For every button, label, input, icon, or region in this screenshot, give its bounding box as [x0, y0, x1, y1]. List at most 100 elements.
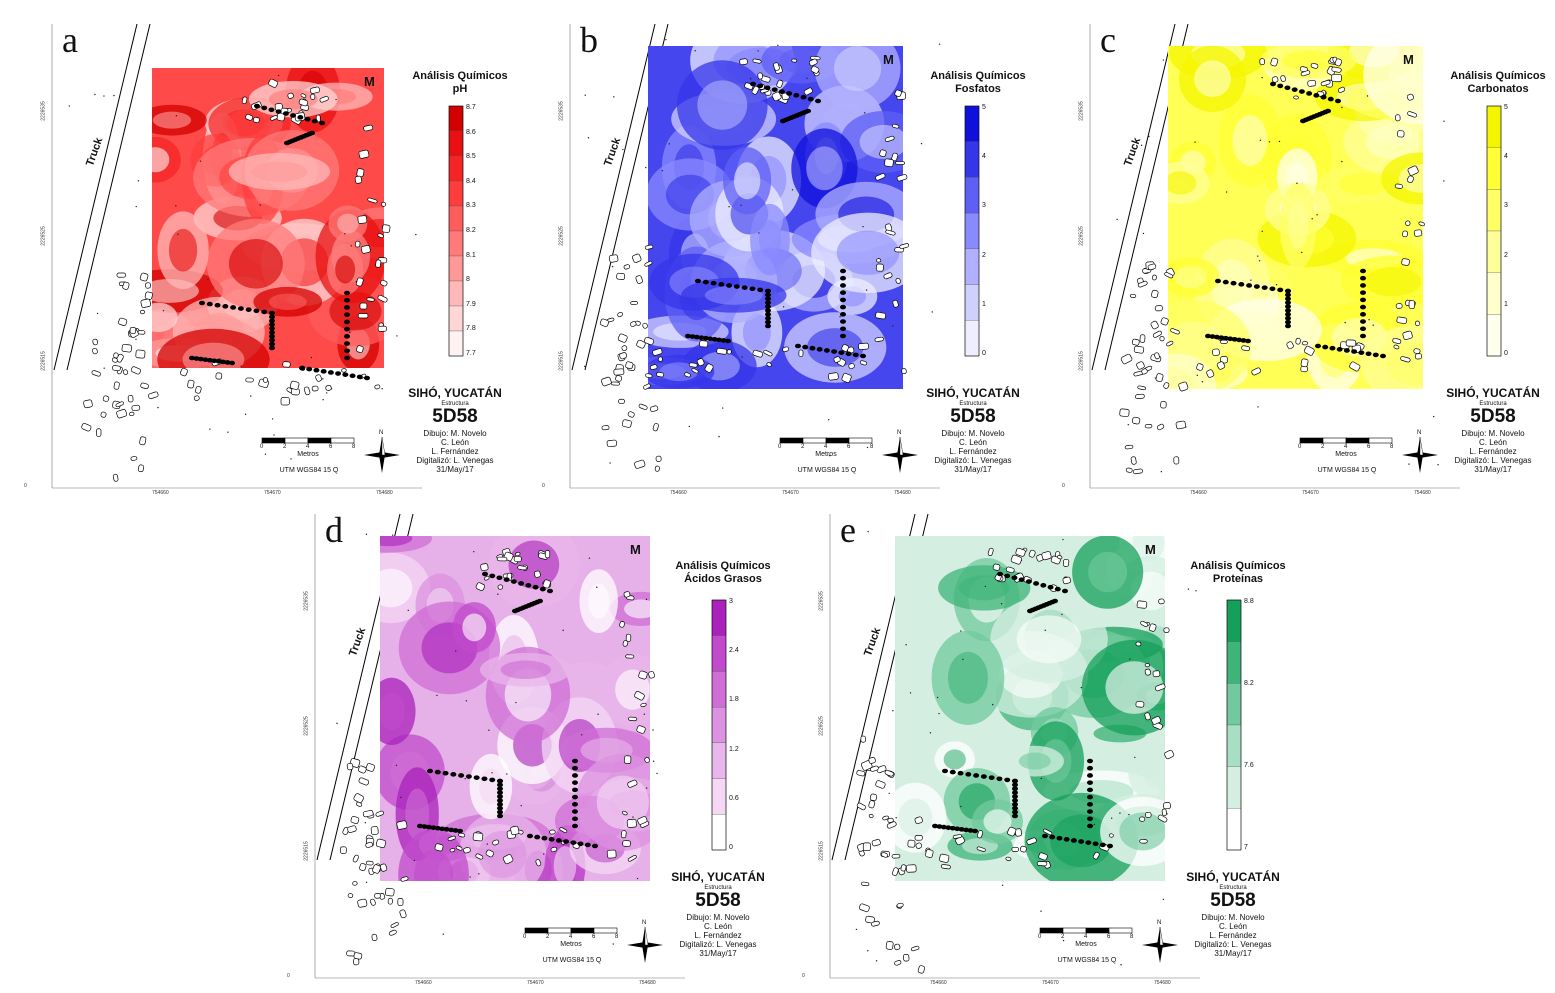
y-axis-tick: 2226525	[1078, 226, 1085, 246]
legend-label: 7.7	[466, 350, 476, 357]
x-axis-tick: 754660	[670, 490, 687, 496]
credit-line: Dibujo: M. Novelo	[423, 429, 487, 438]
utm-label: UTM WGS84 15 Q	[1317, 467, 1377, 474]
y-axis-tick: 2226525	[303, 716, 310, 736]
y-axis-tick: 2226515	[558, 351, 565, 371]
chart-title: Análisis Químicos	[1190, 560, 1286, 572]
chart-title: Análisis Químicos	[1450, 70, 1546, 82]
structure-code: 5D58	[1210, 890, 1256, 911]
legend-label: 8.5	[466, 153, 476, 161]
credit-line: C. León	[1218, 922, 1248, 931]
interpolated-surface	[895, 536, 1165, 881]
marker-m: M	[1145, 542, 1156, 557]
site-name: SIHÓ, YUCATÁN	[671, 870, 765, 884]
credit-line: Dibujo: M. Novelo	[1461, 429, 1525, 438]
scale-tick-label: 6	[1107, 934, 1111, 940]
map-panel-a: 8.7 8.6 8.5 8.4 8.3 8.2 8.1 8 7.9 7.8 7.7 0 2 4 6 8 Metr…	[22, 18, 522, 496]
scale-tick-label: 4	[306, 444, 310, 450]
scale-tick-label: 8	[1390, 444, 1394, 450]
x-axis-tick: 754670	[782, 490, 799, 496]
legend-label: 3	[729, 598, 733, 605]
scale-unit-label: Metros	[1075, 941, 1097, 948]
corner-label: 0	[802, 973, 805, 979]
scale-tick-label: 2	[801, 444, 805, 450]
structure-label: Estructura	[1219, 885, 1247, 891]
map-svg	[829, 513, 1242, 979]
interpolated-surface	[1168, 46, 1423, 389]
truck-road-left	[571, 23, 656, 371]
chart-subtitle: Ácidos Grasos	[684, 573, 762, 585]
panel-letter: b	[580, 20, 598, 60]
scale-tick-label: 0	[1298, 444, 1302, 450]
legend-color-bar	[964, 105, 980, 357]
y-axis-tick: 2226525	[558, 226, 565, 246]
wall-alignments	[685, 81, 866, 359]
legend-color-bar	[1486, 105, 1502, 357]
rubble-stones	[1119, 56, 1425, 475]
site-name: SIHÓ, YUCATÁN	[408, 386, 502, 400]
scale-tick-label: 4	[824, 444, 828, 450]
legend-label: 8.8	[1244, 598, 1254, 605]
corner-label: 0	[24, 483, 27, 489]
utm-label: UTM WGS84 15 Q	[797, 467, 857, 474]
utm-label: UTM WGS84 15 Q	[542, 957, 602, 964]
scale-tick-label: 2	[546, 934, 550, 940]
chart-subtitle: Proteínas	[1212, 573, 1264, 585]
north-label: N	[642, 920, 647, 926]
legend-label: 7	[1244, 844, 1248, 851]
legend-label: 7.8	[466, 325, 476, 333]
y-axis-tick: 2226535	[558, 101, 565, 121]
legend-label: 3	[1504, 202, 1508, 210]
marker-m: M	[1403, 52, 1414, 67]
truck-road-left	[53, 23, 138, 371]
legend-label: 0	[982, 350, 986, 357]
x-axis-tick: 754680	[894, 490, 911, 496]
scale-unit-label: Metros	[560, 941, 582, 948]
north-arrow-icon	[882, 436, 918, 473]
y-axis-tick: 2226525	[818, 716, 825, 736]
corner-label: 0	[287, 973, 290, 979]
map-svg	[314, 513, 727, 979]
legend-label: 1.8	[729, 696, 739, 704]
legend-label: 2	[1504, 251, 1508, 259]
credit-line: C. León	[1478, 438, 1508, 447]
legend-label: 8.2	[466, 227, 476, 234]
scale-unit-label: Metros	[1335, 451, 1357, 458]
map-svg	[1089, 23, 1502, 489]
structure-label: Estructura	[959, 401, 987, 407]
structure-label: Estructura	[704, 885, 732, 891]
north-label: N	[1417, 430, 1422, 436]
credit-line: C. León	[958, 438, 988, 447]
x-axis-tick: 754680	[1154, 980, 1171, 986]
legend-label: 0	[729, 844, 733, 851]
structure-code: 5D58	[695, 890, 741, 911]
marker-m: M	[364, 74, 375, 89]
credit-line: 31/May/17	[1474, 465, 1512, 474]
legend-label: 8	[466, 276, 470, 284]
scale-tick-label: 0	[260, 444, 264, 450]
chart-title: Análisis Químicos	[930, 70, 1026, 82]
scale-tick-label: 0	[778, 444, 782, 450]
chart-subtitle: Fosfatos	[955, 83, 1001, 95]
legend-color-bar	[711, 599, 727, 851]
structure-code: 5D58	[432, 406, 478, 427]
legend-color-bar	[1226, 599, 1242, 851]
scale-tick-label: 4	[569, 934, 573, 940]
panel-letter: c	[1100, 20, 1116, 60]
credit-line: Digitalizó: L. Venegas	[679, 940, 757, 949]
legend-label: 3	[982, 202, 986, 210]
chart-subtitle: pH	[452, 83, 468, 95]
scale-tick-label: 4	[1084, 934, 1088, 940]
scale-bar	[779, 437, 873, 444]
legend-label: 8.1	[466, 251, 476, 259]
legend-label: 1	[982, 300, 986, 308]
y-axis-tick: 2226515	[818, 841, 825, 861]
credit-line: C. León	[440, 438, 470, 447]
wall-alignments	[1205, 81, 1386, 359]
scale-bar	[524, 927, 618, 934]
credit-line: L. Fernández	[694, 931, 742, 940]
north-label: N	[1157, 920, 1162, 926]
panel-letter: e	[840, 510, 856, 550]
